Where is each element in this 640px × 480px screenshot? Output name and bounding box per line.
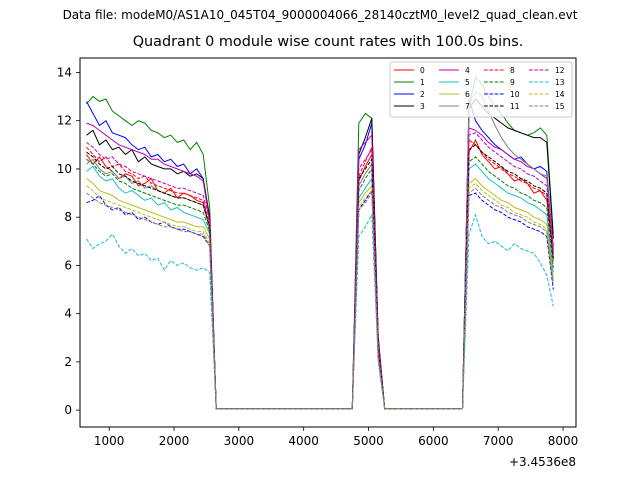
figure-suptitle: Data file: modeM0/AS1A10_045T04_90000040…: [62, 8, 578, 22]
legend-label-0: 0: [420, 66, 425, 75]
y-tick-label: 6: [64, 258, 72, 272]
legend-label-4: 4: [465, 66, 470, 75]
legend-label-7: 7: [465, 102, 470, 111]
axes-frame: [79, 57, 577, 428]
series-line-2: [86, 98, 554, 410]
x-offset-label: +3.4536e8: [509, 455, 576, 469]
y-tick-label: 14: [57, 65, 72, 79]
series-line-15: [86, 187, 554, 410]
y-tick-label: 0: [64, 403, 72, 417]
x-tick-label: 2000: [159, 434, 190, 448]
series-line-3: [86, 98, 554, 410]
axis-ticks: 1000 2000 3000 4000 5000 6000 7000 800002468101…: [57, 65, 579, 448]
series-lines: [86, 76, 554, 410]
legend-label-5: 5: [465, 78, 470, 87]
x-tick-label: 3000: [224, 434, 255, 448]
legend-label-2: 2: [420, 90, 425, 99]
y-tick-label: 12: [57, 114, 72, 128]
legend-label-15: 15: [555, 102, 565, 111]
series-line-0: [86, 138, 554, 410]
series-line-13: [86, 212, 554, 410]
chart-title: Quadrant 0 module wise count rates with …: [132, 34, 524, 50]
y-tick-label: 10: [57, 162, 72, 176]
legend-label-8: 8: [510, 66, 515, 75]
legend-label-11: 11: [510, 102, 520, 111]
y-tick-label: 4: [64, 307, 72, 321]
legend-label-13: 13: [555, 78, 565, 87]
x-tick-label: 7000: [483, 434, 514, 448]
series-line-9: [86, 156, 554, 410]
legend-label-12: 12: [555, 66, 565, 75]
x-tick-label: 5000: [353, 434, 384, 448]
legend-label-14: 14: [555, 90, 565, 99]
series-line-8: [86, 139, 554, 410]
legend-label-6: 6: [465, 90, 470, 99]
series-line-12: [86, 132, 554, 410]
x-tick-label: 6000: [418, 434, 449, 448]
legend-label-9: 9: [510, 78, 515, 87]
x-tick-label: 1000: [94, 434, 125, 448]
y-tick-label: 8: [64, 210, 72, 224]
x-tick-label: 4000: [288, 434, 319, 448]
legend-label-1: 1: [420, 78, 425, 87]
series-line-7: [86, 91, 554, 410]
legend-label-3: 3: [420, 102, 425, 111]
legend-label-10: 10: [510, 90, 520, 99]
series-line-6: [86, 177, 554, 410]
x-tick-label: 8000: [548, 434, 579, 448]
series-line-10: [86, 189, 554, 410]
y-tick-label: 2: [64, 355, 72, 369]
series-line-14: [86, 182, 554, 410]
legend-box: [389, 61, 573, 118]
series-line-11: [86, 144, 554, 410]
series-line-1: [86, 76, 554, 410]
